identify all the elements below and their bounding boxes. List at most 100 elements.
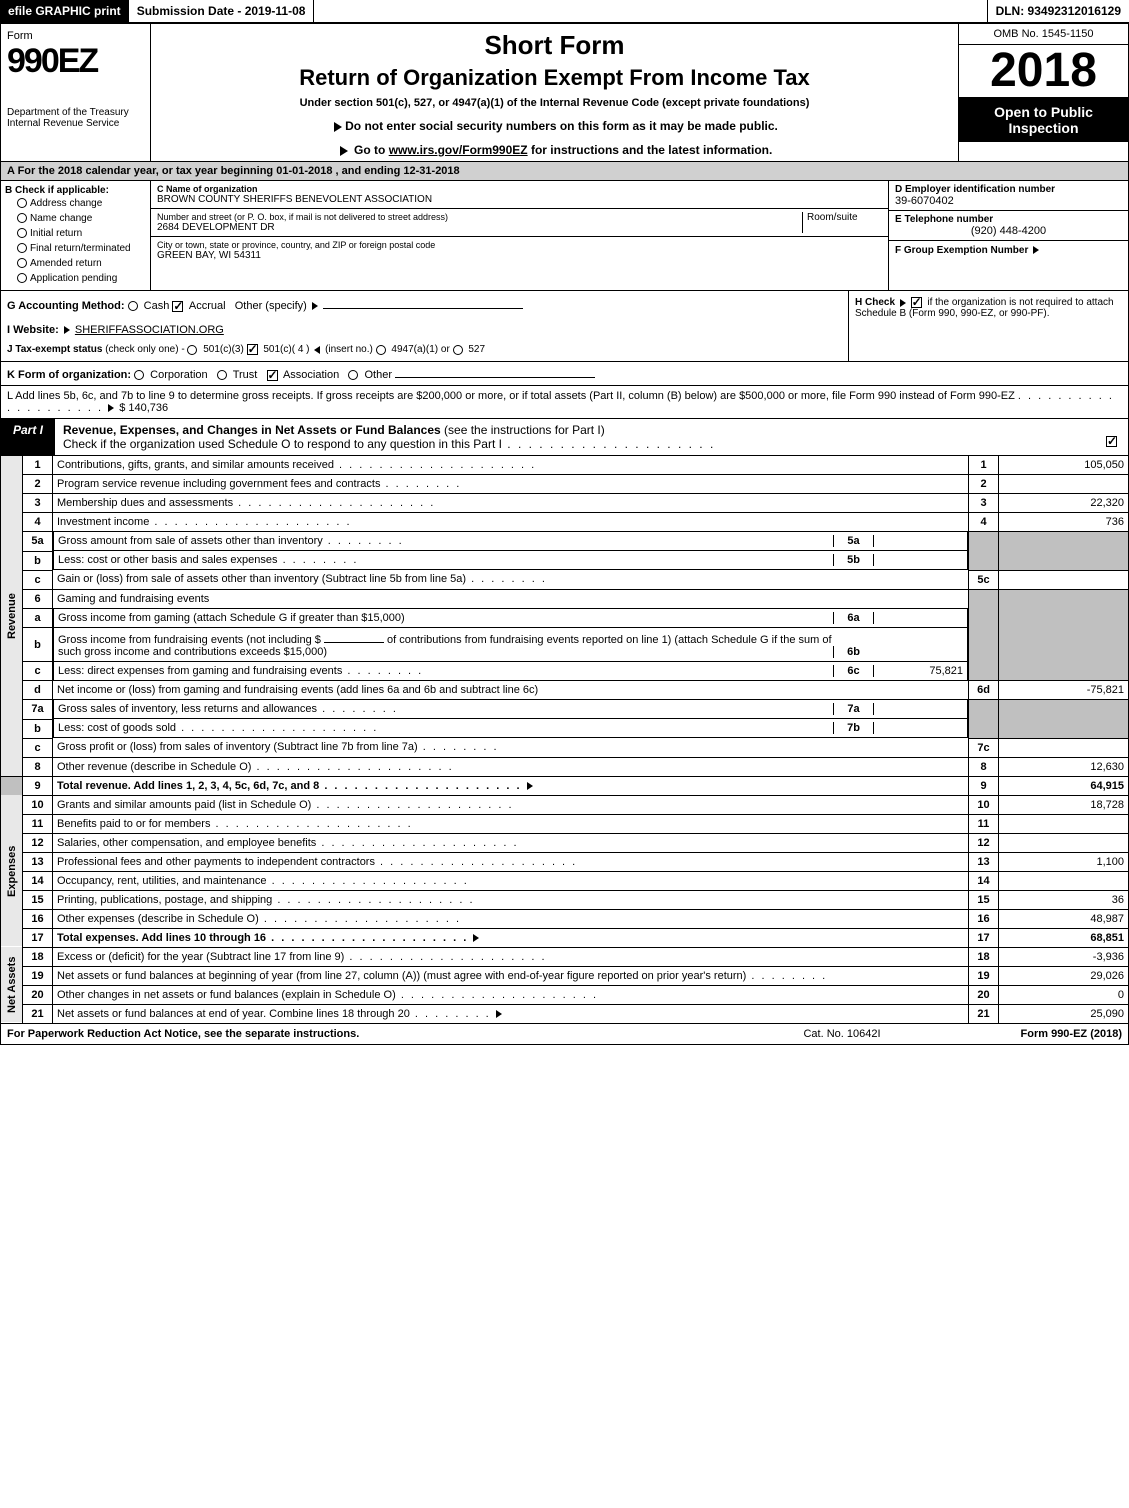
cb-527[interactable] xyxy=(453,345,463,355)
cb-501c[interactable] xyxy=(247,344,258,355)
amt-21: 25,090 xyxy=(999,1004,1129,1023)
line-14: 14 Occupancy, rent, utilities, and maint… xyxy=(1,871,1129,890)
dln: DLN: 93492312016129 xyxy=(988,0,1129,22)
cb-4947[interactable] xyxy=(376,345,386,355)
phone: (920) 448-4200 xyxy=(895,225,1122,237)
line-6a: a Gross income from gaming (attach Sched… xyxy=(1,608,1129,628)
line-5b: b Less: cost or other basis and sales ex… xyxy=(1,551,1129,570)
line-21: 21 Net assets or fund balances at end of… xyxy=(1,1004,1129,1023)
amt-8: 12,630 xyxy=(999,757,1129,776)
arrow-left-icon xyxy=(314,346,320,354)
line-4: 4 Investment income 4 736 xyxy=(1,513,1129,532)
cb-address-change[interactable]: Address change xyxy=(5,196,146,211)
cb-application-pending[interactable]: Application pending xyxy=(5,271,146,286)
form-id-block: Form 990EZ Department of the Treasury In… xyxy=(1,24,151,161)
org-name-row: C Name of organization BROWN COUNTY SHER… xyxy=(151,181,888,209)
dept-treasury: Department of the Treasury xyxy=(7,107,144,118)
page-footer: For Paperwork Reduction Act Notice, see … xyxy=(0,1024,1129,1045)
paperwork-notice: For Paperwork Reduction Act Notice, see … xyxy=(7,1028,742,1040)
arrow-icon xyxy=(496,1010,502,1018)
side-revenue: Revenue xyxy=(1,456,23,776)
amt-3: 22,320 xyxy=(999,494,1129,513)
j-note: (check only one) - xyxy=(105,344,184,355)
d-label: D Employer identification number xyxy=(895,184,1122,195)
g-label: G Accounting Method: xyxy=(7,300,125,312)
block-d: D Employer identification number 39-6070… xyxy=(888,181,1128,290)
cb-amended-return[interactable]: Amended return xyxy=(5,256,146,271)
amt-10: 18,728 xyxy=(999,795,1129,814)
org-name: BROWN COUNTY SHERIFFS BENEVOLENT ASSOCIA… xyxy=(157,194,882,205)
c-label: C Name of organization xyxy=(157,184,882,194)
line-13: 13 Professional fees and other payments … xyxy=(1,852,1129,871)
line-16: 16 Other expenses (describe in Schedule … xyxy=(1,909,1129,928)
line-6b: b Gross income from fundraising events (… xyxy=(1,628,1129,662)
efile-print[interactable]: efile GRAPHIC print xyxy=(0,0,129,22)
title-return: Return of Organization Exempt From Incom… xyxy=(159,65,950,91)
ein: 39-6070402 xyxy=(895,195,1122,207)
f-label: F Group Exemption Number xyxy=(895,245,1028,256)
top-bar: efile GRAPHIC print Submission Date - 20… xyxy=(0,0,1129,23)
arrow-icon xyxy=(473,934,479,942)
cb-name-change[interactable]: Name change xyxy=(5,211,146,226)
cb-schedule-b[interactable] xyxy=(911,297,922,308)
topbar-spacer xyxy=(314,0,987,22)
line-7a: 7a Gross sales of inventory, less return… xyxy=(1,700,1129,720)
goto-pre: Go to xyxy=(354,143,389,157)
goto-post: for instructions and the latest informat… xyxy=(531,143,772,157)
row-g: G Accounting Method: Cash Accrual Other … xyxy=(1,291,848,361)
line-5c: c Gain or (loss) from sale of assets oth… xyxy=(1,570,1129,589)
line-17: 17 Total expenses. Add lines 10 through … xyxy=(1,928,1129,947)
row-l: L Add lines 5b, 6c, and 7b to line 9 to … xyxy=(0,386,1129,419)
amt-14 xyxy=(999,871,1129,890)
cb-501c3[interactable] xyxy=(187,345,197,355)
period-end: 12-31-2018 xyxy=(403,165,459,177)
omb-number: OMB No. 1545-1150 xyxy=(959,24,1128,45)
ein-row: D Employer identification number 39-6070… xyxy=(889,181,1128,211)
group-exemption-row: F Group Exemption Number xyxy=(889,241,1128,259)
title-short-form: Short Form xyxy=(159,30,950,61)
city-label: City or town, state or province, country… xyxy=(157,240,882,250)
amt-18: -3,936 xyxy=(999,947,1129,966)
block-bcd: B Check if applicable: Address change Na… xyxy=(0,181,1129,291)
cb-final-return[interactable]: Final return/terminated xyxy=(5,241,146,256)
line-19: 19 Net assets or fund balances at beginn… xyxy=(1,966,1129,985)
part1-title: Revenue, Expenses, and Changes in Net As… xyxy=(55,419,1098,455)
arrow-icon xyxy=(334,122,342,132)
line-7b: b Less: cost of goods sold7b xyxy=(1,719,1129,738)
arrow-icon xyxy=(1033,246,1039,254)
cb-other-org[interactable] xyxy=(348,370,358,380)
cb-cash[interactable] xyxy=(128,301,138,311)
cat-no: Cat. No. 10642I xyxy=(742,1028,942,1040)
cb-trust[interactable] xyxy=(217,370,227,380)
arrow-icon xyxy=(900,299,906,307)
amt-20: 0 xyxy=(999,985,1129,1004)
cb-initial-return[interactable]: Initial return xyxy=(5,226,146,241)
line-1: Revenue 1 Contributions, gifts, grants, … xyxy=(1,456,1129,475)
street: 2684 DEVELOPMENT DR xyxy=(157,222,802,233)
city: GREEN BAY, WI 54311 xyxy=(157,250,882,261)
cb-accrual[interactable] xyxy=(172,301,183,312)
amt-5c xyxy=(999,570,1129,589)
amt-9: 64,915 xyxy=(999,776,1129,795)
website-value[interactable]: SHERIFFASSOCIATION.ORG xyxy=(75,324,224,336)
row-gh: G Accounting Method: Cash Accrual Other … xyxy=(0,291,1129,362)
goto-line: Go to www.irs.gov/Form990EZ for instruct… xyxy=(159,143,950,157)
line-10: Expenses 10 Grants and similar amounts p… xyxy=(1,795,1129,814)
line-11: 11 Benefits paid to or for members 11 xyxy=(1,814,1129,833)
form-header: Form 990EZ Department of the Treasury In… xyxy=(0,23,1129,162)
amt-17: 68,851 xyxy=(999,928,1129,947)
line-9: 9 Total revenue. Add lines 1, 2, 3, 4, 5… xyxy=(1,776,1129,795)
cb-corp[interactable] xyxy=(134,370,144,380)
header-mid: Short Form Return of Organization Exempt… xyxy=(151,24,958,161)
cb-assoc[interactable] xyxy=(267,370,278,381)
form-number: 990EZ xyxy=(7,42,144,81)
block-c: C Name of organization BROWN COUNTY SHER… xyxy=(151,181,888,290)
amt-4: 736 xyxy=(999,513,1129,532)
form-ref: Form 990-EZ (2018) xyxy=(942,1028,1122,1040)
part1-schedule-o-check[interactable] xyxy=(1098,419,1128,455)
irs-link[interactable]: www.irs.gov/Form990EZ xyxy=(389,143,528,157)
line-15: 15 Printing, publications, postage, and … xyxy=(1,890,1129,909)
line-20: 20 Other changes in net assets or fund b… xyxy=(1,985,1129,1004)
h-label: H Check xyxy=(855,297,895,308)
amt-16: 48,987 xyxy=(999,909,1129,928)
